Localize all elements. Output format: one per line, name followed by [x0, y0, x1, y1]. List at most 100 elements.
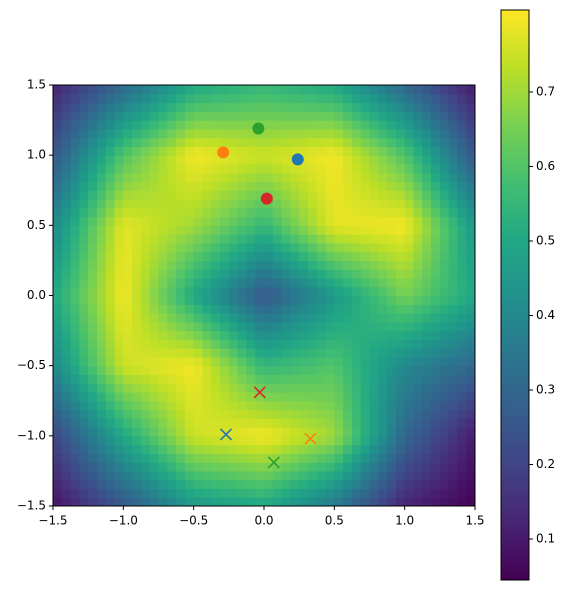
heat-cell [61, 199, 72, 209]
heat-cell [395, 470, 406, 481]
heat-cell [360, 242, 371, 253]
heat-cell [96, 286, 107, 297]
heat-cell [114, 172, 124, 183]
heat-cell [431, 383, 441, 393]
heat-cell [114, 497, 124, 506]
heat-cell [184, 146, 195, 156]
heat-cell [79, 120, 89, 130]
heat-cell [228, 313, 239, 323]
heat-cell [228, 348, 239, 358]
heat-cell [404, 321, 415, 332]
heat-cell [88, 497, 98, 506]
heat-cell [114, 470, 124, 481]
heat-cell [114, 444, 124, 454]
heat-cell [299, 418, 309, 428]
heat-cell [466, 102, 475, 112]
heat-cell [343, 102, 353, 112]
heat-cell [114, 260, 124, 270]
heat-cell [79, 427, 89, 437]
heat-cell [114, 391, 124, 402]
heat-cell [395, 242, 406, 253]
heat-cell [246, 365, 256, 376]
heat-cell [378, 409, 388, 419]
heat-cell [307, 356, 318, 367]
heat-cell [466, 251, 475, 262]
heat-cell [466, 172, 475, 183]
heat-cell [334, 181, 344, 191]
heat-cell [158, 85, 168, 95]
heat-cell [228, 427, 239, 437]
heat-cell [387, 225, 397, 235]
heat-cell [237, 137, 248, 147]
heat-cell [184, 435, 195, 446]
heat-cell [413, 286, 423, 297]
heat-cell [272, 470, 283, 481]
heat-cell [387, 383, 397, 393]
heat-cell [466, 365, 475, 376]
heat-cell [105, 251, 116, 262]
heat-cell [422, 295, 432, 305]
heat-cell [132, 409, 142, 419]
heat-cell [88, 181, 98, 191]
heat-cell [272, 181, 283, 191]
heat-cell [167, 277, 177, 288]
heat-cell [237, 216, 248, 226]
heat-cell [272, 199, 283, 209]
heat-cell [70, 479, 80, 490]
heat-cell [255, 488, 265, 498]
heat-cell [140, 304, 151, 314]
heat-cell [220, 137, 230, 147]
heat-cell [316, 400, 327, 411]
heat-cell [184, 427, 195, 437]
heat-cell [114, 128, 124, 139]
heat-cell [290, 348, 300, 358]
heat-cell [299, 225, 309, 235]
heat-cell [88, 339, 98, 349]
heat-cell [334, 137, 344, 147]
heat-cell [158, 427, 168, 437]
heat-cell [369, 374, 379, 384]
heat-cell [281, 137, 291, 147]
heat-cell [413, 172, 423, 183]
heat-cell [369, 462, 379, 472]
heat-cell [246, 304, 256, 314]
heat-cell [307, 313, 318, 323]
heat-cell [237, 251, 248, 262]
heat-cell [272, 304, 283, 314]
heat-cell [334, 383, 344, 393]
heat-cell [61, 400, 72, 411]
heat-cell [149, 356, 160, 367]
heat-cell [193, 295, 204, 305]
heat-cell [343, 269, 353, 279]
heat-cell [343, 181, 353, 191]
heat-cell [422, 444, 432, 454]
heat-cell [255, 313, 265, 323]
heat-cell [255, 269, 265, 279]
heat-cell [61, 93, 72, 104]
heat-cell [237, 111, 248, 121]
heat-cell [281, 225, 291, 235]
heat-cell [448, 339, 459, 349]
heat-cell [53, 269, 63, 279]
heat-cell [211, 181, 221, 191]
heat-cell [413, 470, 423, 481]
heat-cell [413, 216, 423, 226]
heat-cell [387, 146, 397, 156]
heat-cell [325, 356, 335, 367]
heat-cell [299, 111, 309, 121]
heat-cell [167, 488, 177, 498]
heat-cell [378, 146, 388, 156]
heat-cell [220, 234, 230, 244]
heat-cell [220, 365, 230, 376]
heat-cell [237, 330, 248, 340]
heat-cell [404, 295, 415, 305]
heat-cell [61, 207, 72, 218]
heat-cell [413, 242, 423, 253]
heat-cell [132, 146, 142, 156]
point-marker [291, 153, 304, 166]
heat-cell [228, 479, 239, 490]
heat-cell [193, 172, 204, 183]
heat-cell [378, 242, 388, 253]
heat-cell [387, 102, 397, 112]
heat-cell [316, 269, 327, 279]
